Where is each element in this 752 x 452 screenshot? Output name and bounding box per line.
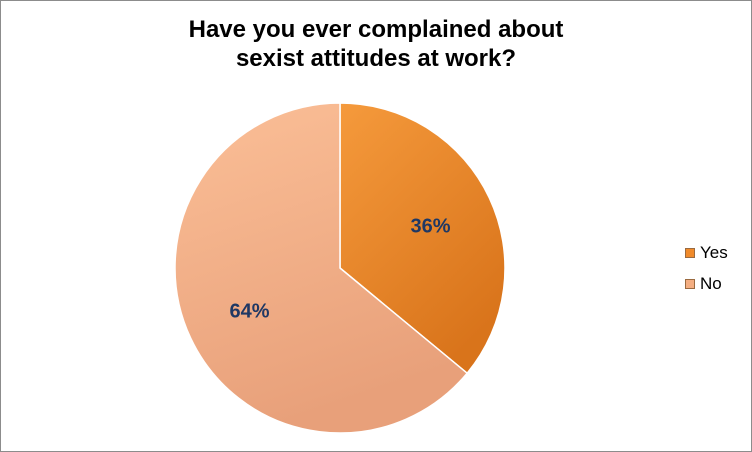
data-label-no: 64% (230, 301, 270, 323)
legend-swatch-no (685, 278, 695, 289)
data-label-yes: 36% (410, 215, 450, 237)
legend-item-no: No (685, 268, 728, 299)
chart-title-line-2: sexist attitudes at work? (235, 45, 517, 72)
pie-slice-yes (339, 102, 506, 375)
legend-swatch-yes (685, 247, 695, 258)
legend-item-yes: Yes (685, 237, 728, 268)
chart-legend: Yes No (685, 237, 728, 299)
pie-slice-no (174, 102, 469, 434)
chart-title-line-1: Have you ever complained about (188, 16, 564, 43)
chart-title: Have you ever complained about sexist at… (1, 15, 751, 73)
legend-label-yes: Yes (700, 242, 728, 262)
legend-label-no: No (700, 273, 722, 293)
